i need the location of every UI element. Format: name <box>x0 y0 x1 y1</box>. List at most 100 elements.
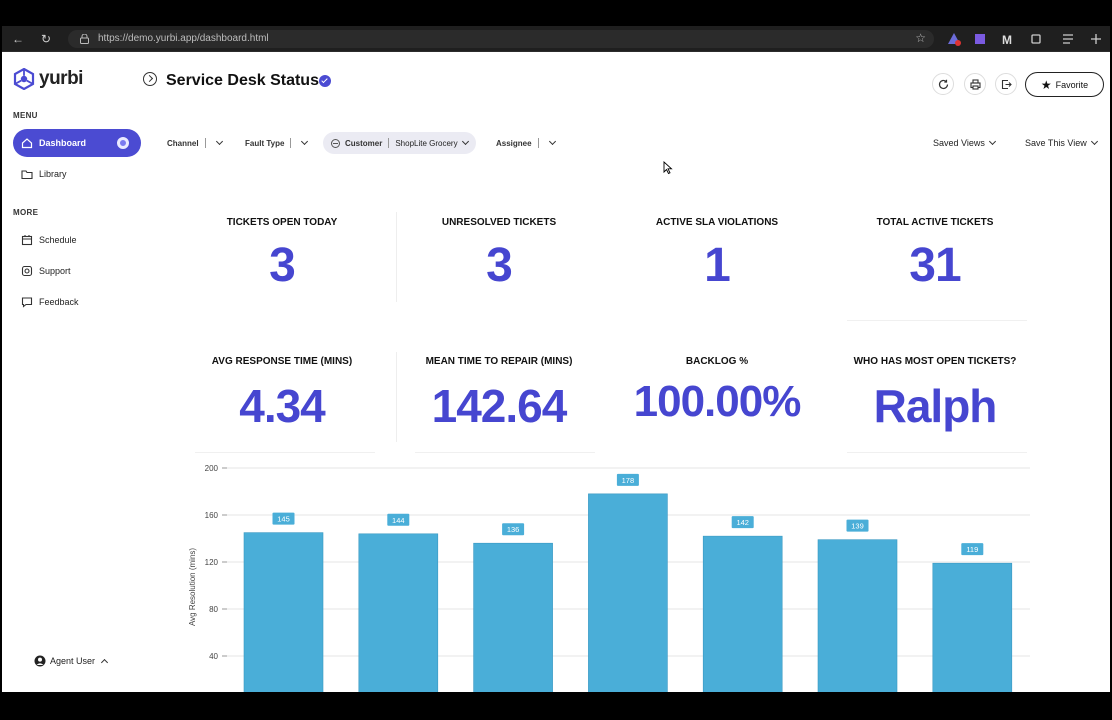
chevron-down-icon <box>215 137 223 146</box>
data-label: 142 <box>736 518 749 527</box>
kpi-mean-time-to-repair[interactable]: MEAN TIME TO REPAIR (MINS) 142.64 <box>391 356 607 433</box>
remove-filter-icon[interactable] <box>331 138 340 148</box>
data-label: 119 <box>966 545 978 554</box>
filter-customer[interactable]: Customer ShopLite Grocery <box>323 132 476 154</box>
chevron-down-icon <box>301 137 309 146</box>
y-tick-label: 160 <box>205 511 219 520</box>
sidebar-item-feedback[interactable]: Feedback <box>13 288 141 316</box>
y-tick-label: 40 <box>209 652 218 661</box>
refresh-button[interactable] <box>932 73 954 95</box>
kpi-value: 142.64 <box>431 380 568 432</box>
extension-icon[interactable]: M <box>1000 31 1016 47</box>
back-arrow-icon[interactable]: ← <box>12 32 24 46</box>
sidebar-item-schedule[interactable]: Schedule <box>13 226 141 254</box>
extensions-puzzle-icon[interactable] <box>1028 31 1044 47</box>
mouse-cursor <box>663 161 673 175</box>
favorite-label: Favorite <box>1055 79 1089 90</box>
kpi-tickets-open-today[interactable]: TICKETS OPEN TODAY 3 <box>174 217 390 293</box>
chart-bar[interactable] <box>932 562 1013 692</box>
kpi-label: TICKETS OPEN TODAY <box>226 217 338 228</box>
support-icon <box>21 265 33 277</box>
sidebar-item-label: Support <box>39 266 71 276</box>
extension-icon[interactable] <box>972 31 988 47</box>
chart-bar[interactable] <box>473 542 553 692</box>
url-text: https://demo.yurbi.app/dashboard.html <box>98 33 269 44</box>
saved-views-dropdown[interactable]: Saved Views <box>933 132 996 154</box>
y-axis-label: Avg Resolution (mins) <box>188 548 197 626</box>
kpi-label: TOTAL ACTIVE TICKETS <box>876 217 994 228</box>
chevron-down-icon <box>461 137 469 146</box>
chart-bar[interactable] <box>817 539 898 692</box>
feedback-icon <box>21 297 33 308</box>
filter-channel[interactable]: Channel <box>167 132 223 154</box>
sidebar-item-label: Dashboard <box>39 138 87 148</box>
reload-icon[interactable]: ↻ <box>40 32 52 46</box>
kpi-most-open-tickets[interactable]: WHO HAS MOST OPEN TICKETS? Ralph <box>827 356 1043 433</box>
sidebar-item-support[interactable]: Support <box>13 257 141 285</box>
y-tick-label: 80 <box>209 605 218 614</box>
kpi-value: 1 <box>704 239 731 292</box>
filter-assignee[interactable]: Assignee <box>496 132 556 154</box>
chart-bar[interactable] <box>243 532 324 692</box>
chevron-down-icon <box>988 137 996 146</box>
filter-label: Customer <box>345 138 383 148</box>
verified-check-icon <box>319 75 331 87</box>
data-label-badge <box>616 473 639 486</box>
logo-text: yurbi <box>39 68 83 89</box>
svg-text:M: M <box>1002 33 1012 47</box>
logo[interactable]: yurbi <box>13 68 83 90</box>
user-icon <box>34 655 46 667</box>
yurbi-logo-icon <box>13 68 35 90</box>
user-menu[interactable]: Agent User <box>34 655 109 667</box>
kpi-value: 4.34 <box>239 380 326 432</box>
extension-icon[interactable] <box>946 31 962 47</box>
filter-fault-type[interactable]: Fault Type <box>245 132 309 154</box>
data-label: 139 <box>851 522 864 531</box>
copilot-icon[interactable] <box>1088 31 1104 47</box>
saved-views-label: Saved Views <box>933 138 985 148</box>
kpi-active-sla-violations[interactable]: ACTIVE SLA VIOLATIONS 1 <box>609 217 825 293</box>
kpi-avg-response-time[interactable]: AVG RESPONSE TIME (MINS) 4.34 <box>174 356 390 433</box>
collapse-sidebar-icon[interactable] <box>143 72 157 86</box>
bookmark-star-icon[interactable]: ☆ <box>915 31 926 45</box>
data-label-badge <box>502 523 525 536</box>
filter-label: Channel <box>167 138 199 148</box>
kpi-label: WHO HAS MOST OPEN TICKETS? <box>853 356 1017 367</box>
address-bar[interactable]: https://demo.yurbi.app/dashboard.html ☆ <box>68 30 934 48</box>
favorites-icon[interactable] <box>1060 31 1076 47</box>
data-label-badge <box>731 516 754 529</box>
data-label-badge <box>961 543 984 556</box>
kpi-label: MEAN TIME TO REPAIR (MINS) <box>425 356 573 367</box>
save-view-dropdown[interactable]: Save This View <box>1025 132 1098 154</box>
folder-icon <box>21 170 33 180</box>
sidebar-item-dashboard[interactable]: Dashboard <box>13 129 141 157</box>
data-label: 136 <box>507 525 520 534</box>
export-button[interactable] <box>995 73 1017 95</box>
sidebar-item-label: Library <box>39 169 67 179</box>
sidebar-item-library[interactable]: Library <box>13 160 141 188</box>
kpi-backlog-percent[interactable]: BACKLOG % 100.00% <box>609 356 825 427</box>
filter-value: ShopLite Grocery <box>395 138 458 148</box>
kpi-value: 3 <box>486 239 513 292</box>
chart-bar[interactable] <box>588 493 668 692</box>
chevron-down-icon <box>548 137 556 146</box>
menu-heading: MENU <box>13 111 38 120</box>
filter-label: Assignee <box>496 138 532 148</box>
sidebar-item-label: Schedule <box>39 235 77 245</box>
data-label-badge <box>272 512 295 525</box>
chevron-up-icon <box>100 658 109 667</box>
chart-bar[interactable] <box>702 535 783 692</box>
kpi-label: BACKLOG % <box>685 356 749 367</box>
data-label-badge <box>846 519 869 532</box>
favorite-button[interactable]: ★ Favorite <box>1025 72 1104 97</box>
chart-bar[interactable] <box>358 533 439 692</box>
kpi-unresolved-tickets[interactable]: UNRESOLVED TICKETS 3 <box>391 217 607 293</box>
print-button[interactable] <box>964 73 986 95</box>
kpi-value: 3 <box>269 239 296 292</box>
kpi-total-active-tickets[interactable]: TOTAL ACTIVE TICKETS 31 <box>827 217 1043 293</box>
kpi-label: UNRESOLVED TICKETS <box>441 217 557 228</box>
data-label: 145 <box>277 515 290 524</box>
calendar-icon <box>21 235 33 246</box>
filter-label: Fault Type <box>245 138 285 148</box>
